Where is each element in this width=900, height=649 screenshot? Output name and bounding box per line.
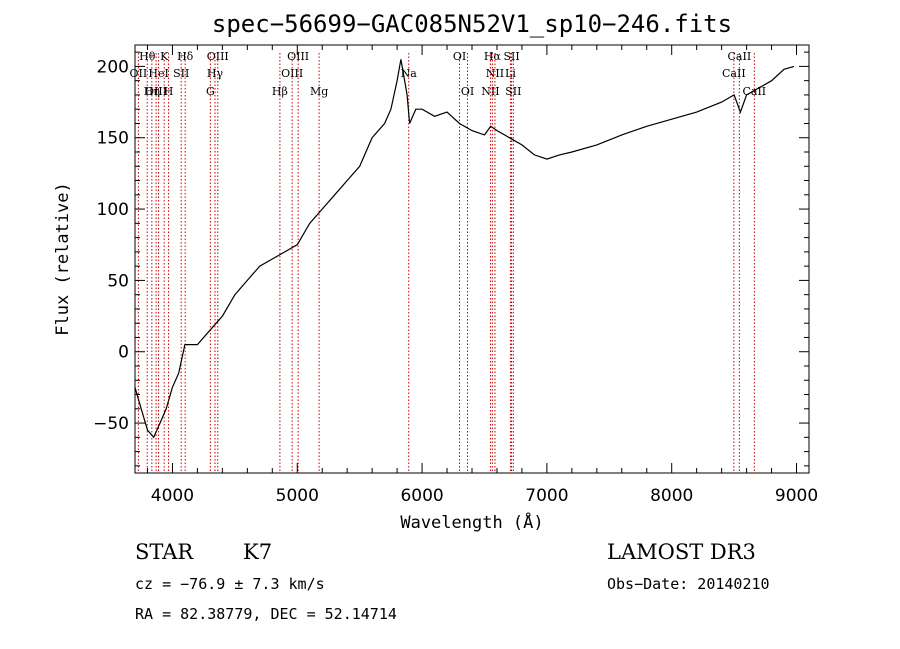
velocity-readout: cz = −76.9 ± 7.3 km/s (135, 575, 325, 593)
spectral-line-label: G (206, 85, 215, 98)
observation-date: Obs−Date: 20140210 (607, 575, 770, 593)
spectral-line-label: SII (173, 67, 189, 80)
spectral-line-label: Hδ (177, 50, 194, 63)
x-tick-label: 7000 (525, 486, 568, 506)
spectral-line-label: NII (486, 67, 504, 80)
spectral-line-label: NII (481, 85, 499, 98)
spectral-line-label: Hβ (272, 85, 288, 98)
spectral-line-label: Li (505, 67, 516, 80)
x-tick-label: 8000 (650, 486, 693, 506)
spectral-line-label: SII (503, 50, 519, 63)
spectral-line-label: Hη (144, 85, 160, 98)
spectral-line-label: Mg (310, 85, 328, 98)
y-tick-label: −50 (93, 414, 129, 434)
y-tick-label: 100 (97, 200, 129, 220)
spectral-line-label: OIII (281, 67, 303, 80)
spectral-line-label: OI (461, 85, 474, 98)
x-tick-label: 4000 (151, 486, 194, 506)
survey-name: LAMOST DR3 (607, 540, 756, 564)
axes: 4000 5000 6000 7000 8000 9000 −50 0 50 100 150 200 (93, 45, 818, 506)
series-layer (134, 59, 795, 439)
x-tick-label: 9000 (775, 486, 818, 506)
spectral-line-label: K (160, 50, 169, 63)
object-subclass: K7 (243, 540, 273, 564)
spectral-line-label: Hγ (207, 67, 224, 80)
y-tick-label: 200 (97, 57, 129, 77)
y-tick-label: 0 (118, 343, 129, 363)
spectral-line-label: SII (505, 85, 521, 98)
plot-frame (134, 44, 810, 474)
spectral-line-label: H (164, 85, 174, 98)
spectral-line-label: HeI (148, 67, 168, 80)
spectral-line-label: OIII (145, 85, 167, 98)
spectral-line-label: OIII (207, 50, 229, 63)
spectral-line-label: CaII (742, 85, 766, 98)
x-tick-label: 6000 (400, 486, 443, 506)
coordinates: RA = 82.38779, DEC = 52.14714 (135, 605, 397, 623)
spectral-line-label: OII (130, 67, 148, 80)
spectral-line-label: Hα (484, 50, 502, 63)
spectral-line-label: Hθ (139, 50, 156, 63)
y-axis-label: Flux (relative) (53, 182, 73, 336)
spectral-line-label: CaII (728, 50, 752, 63)
object-class: STAR (135, 540, 194, 564)
x-axis-label: Wavelength (Å) (400, 511, 543, 533)
x-tick-label: 5000 (276, 486, 319, 506)
spectral-line-label: OI (453, 50, 466, 63)
spectral-line-label: Na (401, 67, 418, 80)
y-tick-label: 150 (97, 129, 129, 149)
y-tick-label: 50 (107, 271, 129, 291)
spectral-line-label: CaII (722, 67, 746, 80)
series-spectrum (134, 59, 795, 439)
chart-title: spec−56699−GAC085N52V1_sp10−246.fits (212, 10, 732, 38)
spectral-line-label: OIII (287, 50, 309, 63)
